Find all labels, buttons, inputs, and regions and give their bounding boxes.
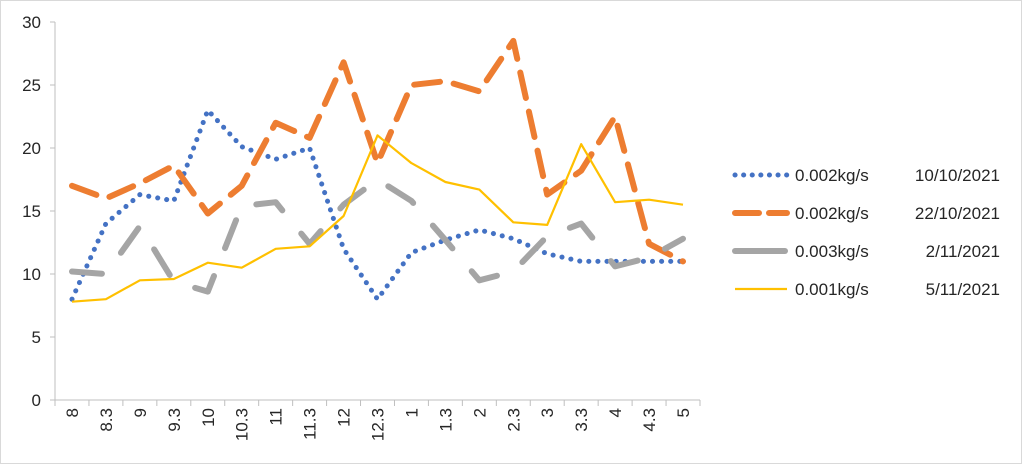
legend-date-4: 5/11/2021 [926,280,1000,299]
x-tick-label: 3.3 [572,408,591,432]
x-tick-label: 2.3 [504,408,523,432]
x-tick-label: 8.3 [97,408,116,432]
legend-date-3: 2/11/2021 [926,242,1000,261]
legend-date-1: 10/10/2021 [915,166,1000,185]
x-tick-label: 1 [402,408,421,417]
legend-label-4: 0.001kg/s [795,280,869,299]
x-tick-label: 5 [674,408,693,417]
y-tick-label: 25 [22,76,41,95]
x-tick-label: 4.3 [640,408,659,432]
x-tick-label: 1.3 [436,408,455,432]
y-tick-label: 15 [22,202,41,221]
x-tick-label: 8 [63,408,82,417]
x-tick-label: 10 [199,408,218,427]
y-tick-label: 20 [22,139,41,158]
x-tick-label: 2 [470,408,489,417]
x-tick-label: 9.3 [165,408,184,432]
y-tick-label: 30 [22,13,41,32]
y-tick-label: 0 [32,391,41,410]
y-tick-label: 10 [22,265,41,284]
x-tick-label: 12.3 [369,408,388,441]
legend-label-3: 0.003kg/s [795,242,869,261]
legend-date-2: 22/10/2021 [915,204,1000,223]
x-tick-label: 12 [335,408,354,427]
x-tick-label: 11 [267,408,286,426]
x-tick-label: 9 [131,408,150,417]
x-tick-label: 4 [606,408,625,417]
legend-label-1: 0.002kg/s [795,166,869,185]
x-tick-label: 11.3 [301,408,320,440]
x-tick-label: 10.3 [233,408,252,441]
y-tick-label: 5 [32,328,41,347]
x-tick-label: 3 [538,408,557,417]
legend-label-2: 0.002kg/s [795,204,869,223]
